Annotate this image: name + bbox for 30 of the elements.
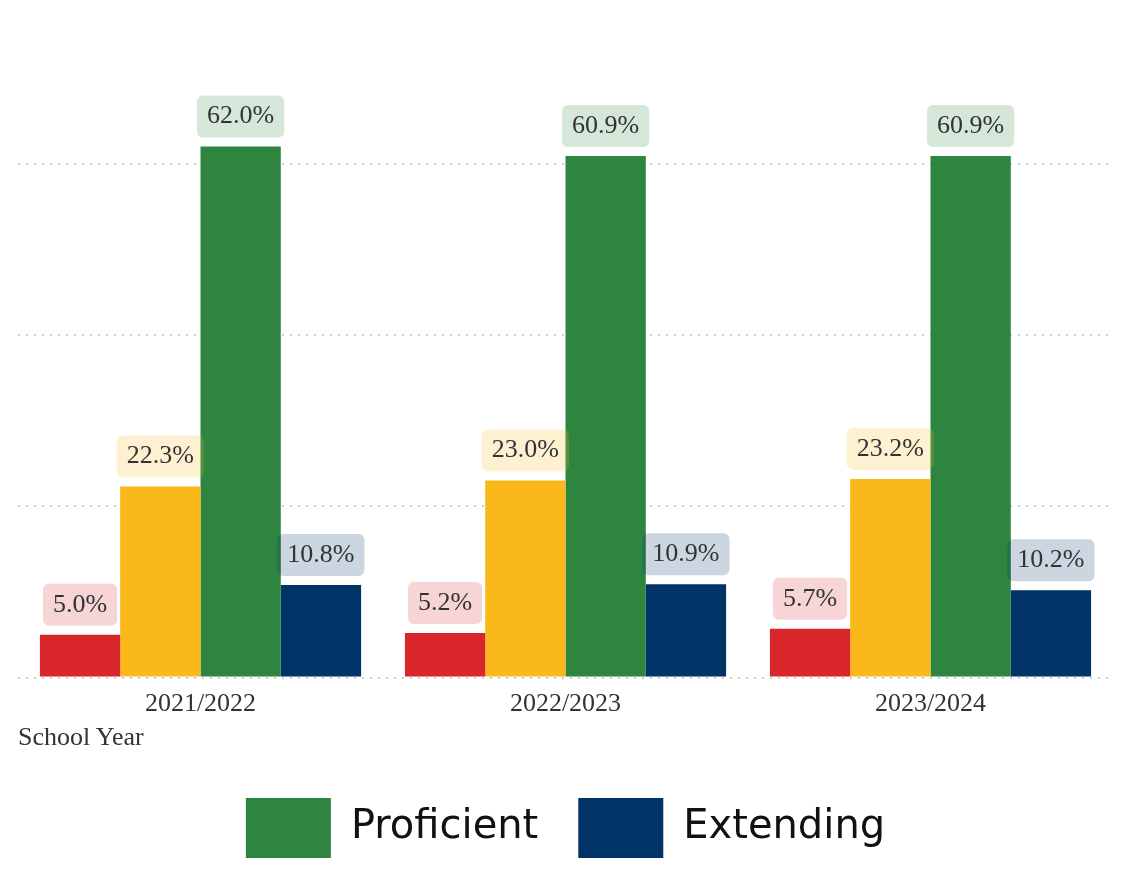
- data-label: 5.0%: [52, 588, 108, 618]
- x-tick-label: 2022/2023: [509, 688, 622, 718]
- bar: [120, 486, 201, 677]
- bar: [645, 584, 727, 677]
- bar: [200, 146, 281, 677]
- data-label: 5.7%: [782, 582, 838, 612]
- data-label: 23.0%: [491, 434, 559, 464]
- bar: [39, 634, 121, 677]
- data-label: 23.2%: [856, 432, 924, 462]
- legend-label: Extending: [683, 801, 886, 848]
- bar: [485, 480, 566, 677]
- legend-label: Proficient: [350, 801, 539, 848]
- bar: [280, 585, 362, 677]
- bar: [1010, 590, 1092, 677]
- data-label: 60.9%: [572, 109, 640, 139]
- data-label: 10.8%: [287, 538, 355, 568]
- data-label: 60.9%: [937, 109, 1005, 139]
- data-label: 10.2%: [1017, 544, 1085, 574]
- x-tick-label: 2023/2024: [874, 688, 987, 718]
- data-label: 22.3%: [126, 440, 194, 470]
- bar: [850, 478, 931, 677]
- data-label: 5.2%: [417, 586, 473, 616]
- x-tick-label: 2021/2022: [144, 688, 257, 718]
- data-label: 10.9%: [652, 538, 720, 568]
- bar: [930, 155, 1011, 677]
- bar: [565, 155, 646, 677]
- bar: [404, 633, 486, 677]
- x-axis-title: School Year: [18, 722, 145, 752]
- bar: [769, 628, 851, 677]
- data-label: 62.0%: [207, 100, 275, 130]
